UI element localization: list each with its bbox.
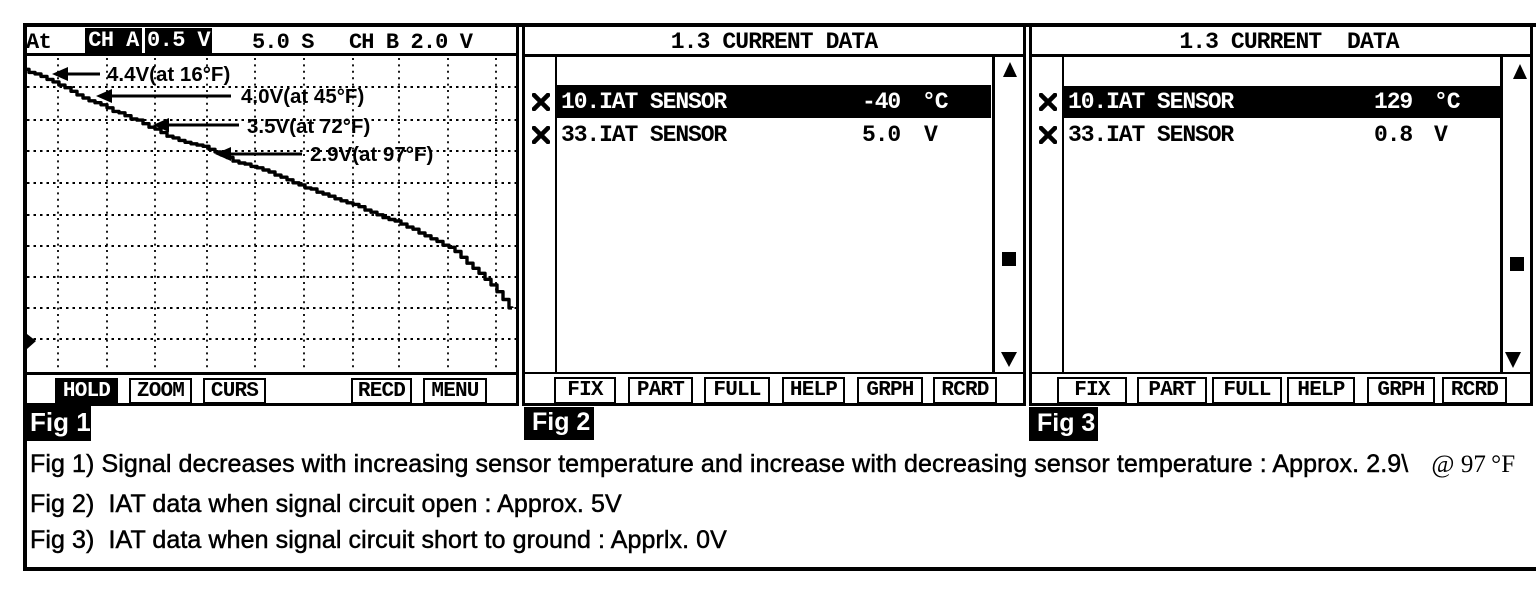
svg-text:3.5V(at 72°F): 3.5V(at 72°F) xyxy=(247,115,370,138)
svg-text:4.0V(at 45°F): 4.0V(at 45°F) xyxy=(241,85,364,108)
svg-text:4.4V(at 16°F): 4.4V(at 16°F) xyxy=(107,63,230,86)
svg-text:2.9V(at 97°F): 2.9V(at 97°F) xyxy=(310,143,433,166)
